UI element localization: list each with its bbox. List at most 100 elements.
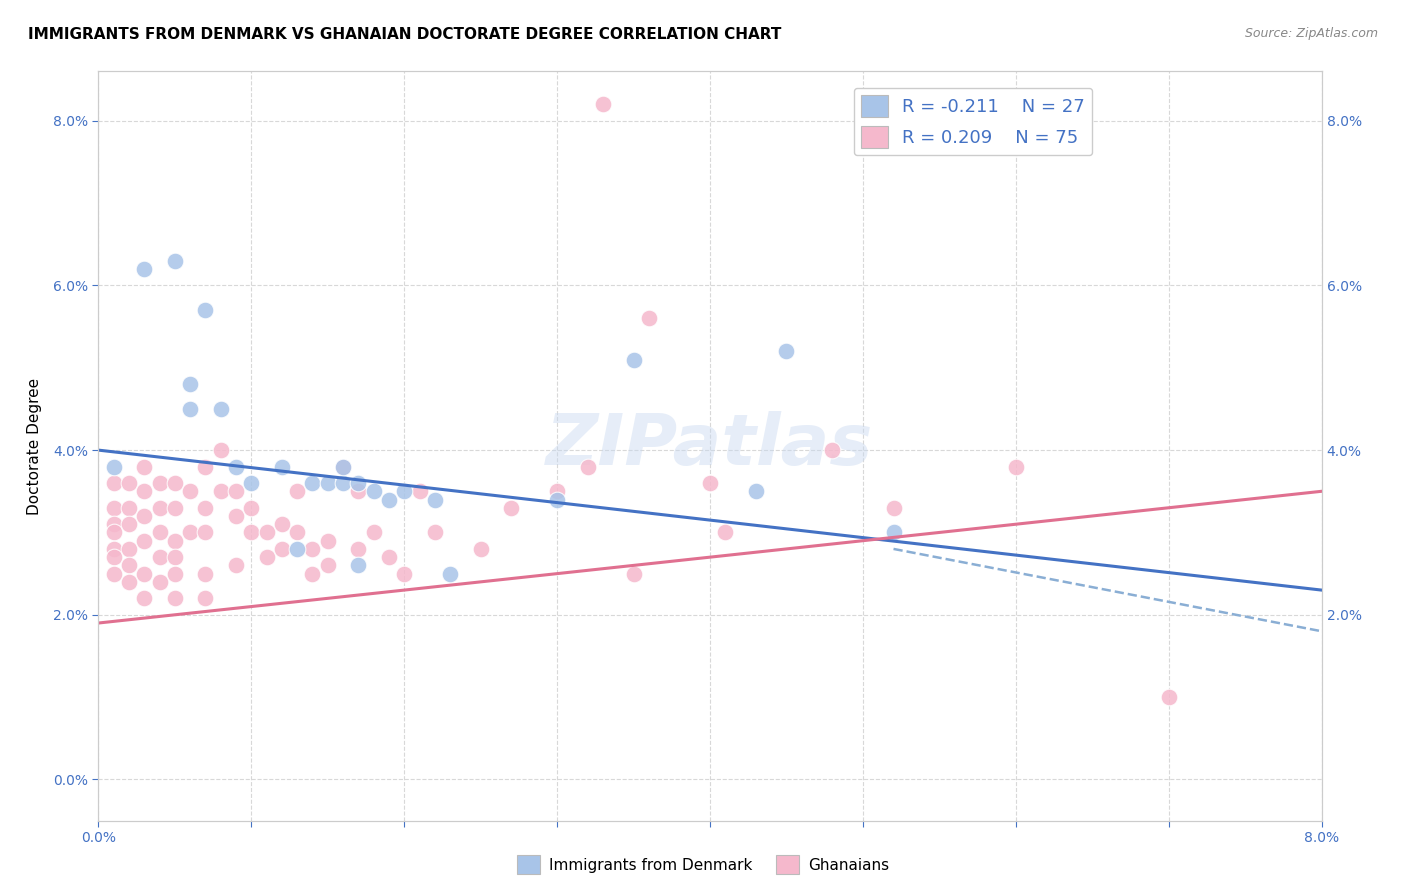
Point: [316, 476, 339, 491]
Point: [103, 517, 125, 532]
Legend: R = -0.211    N = 27, R = 0.209    N = 75: R = -0.211 N = 27, R = 0.209 N = 75: [853, 88, 1092, 155]
Point: [194, 566, 217, 581]
Point: [285, 541, 308, 556]
Point: [423, 492, 446, 507]
Point: [163, 533, 186, 548]
Point: [194, 591, 217, 606]
Point: [134, 566, 156, 581]
Point: [179, 525, 201, 540]
Point: [225, 459, 247, 474]
Point: [209, 401, 232, 416]
Point: [883, 500, 905, 515]
Point: [209, 484, 232, 499]
Point: [118, 541, 141, 556]
Point: [103, 525, 125, 540]
Point: [118, 500, 141, 515]
Legend: Immigrants from Denmark, Ghanaians: Immigrants from Denmark, Ghanaians: [512, 849, 894, 880]
Point: [149, 550, 172, 565]
Point: [408, 484, 430, 499]
Point: [301, 566, 323, 581]
Point: [332, 459, 354, 474]
Point: [240, 500, 263, 515]
Point: [163, 476, 186, 491]
Point: [332, 476, 354, 491]
Point: [470, 541, 492, 556]
Point: [316, 558, 339, 573]
Point: [163, 591, 186, 606]
Point: [118, 517, 141, 532]
Point: [103, 566, 125, 581]
Point: [118, 574, 141, 589]
Point: [149, 476, 172, 491]
Point: [501, 500, 523, 515]
Point: [256, 550, 278, 565]
Point: [270, 459, 294, 474]
Point: [103, 500, 125, 515]
Point: [285, 525, 308, 540]
Text: IMMIGRANTS FROM DENMARK VS GHANAIAN DOCTORATE DEGREE CORRELATION CHART: IMMIGRANTS FROM DENMARK VS GHANAIAN DOCT…: [28, 27, 782, 42]
Point: [163, 500, 186, 515]
Point: [225, 484, 247, 499]
Point: [134, 484, 156, 499]
Point: [439, 566, 461, 581]
Point: [699, 476, 721, 491]
Point: [179, 484, 201, 499]
Point: [134, 591, 156, 606]
Point: [103, 550, 125, 565]
Point: [363, 484, 385, 499]
Point: [270, 517, 294, 532]
Point: [179, 377, 201, 392]
Point: [194, 303, 217, 318]
Point: [149, 525, 172, 540]
Point: [392, 484, 416, 499]
Point: [256, 525, 278, 540]
Point: [347, 484, 370, 499]
Point: [637, 311, 661, 326]
Point: [883, 525, 905, 540]
Point: [103, 459, 125, 474]
Text: Source: ZipAtlas.com: Source: ZipAtlas.com: [1244, 27, 1378, 40]
Point: [194, 500, 217, 515]
Text: ZIPatlas: ZIPatlas: [547, 411, 873, 481]
Point: [821, 443, 844, 458]
Point: [1004, 459, 1026, 474]
Point: [225, 508, 247, 523]
Point: [347, 476, 370, 491]
Point: [134, 533, 156, 548]
Point: [623, 352, 645, 367]
Point: [363, 525, 385, 540]
Point: [163, 550, 186, 565]
Point: [134, 262, 156, 277]
Point: [745, 484, 768, 499]
Point: [240, 476, 263, 491]
Point: [347, 541, 370, 556]
Point: [194, 525, 217, 540]
Point: [316, 533, 339, 548]
Point: [209, 443, 232, 458]
Point: [546, 492, 568, 507]
Point: [163, 253, 186, 268]
Point: [194, 459, 217, 474]
Point: [332, 459, 354, 474]
Point: [546, 484, 568, 499]
Point: [775, 344, 797, 359]
Point: [378, 492, 401, 507]
Point: [714, 525, 737, 540]
Point: [163, 566, 186, 581]
Point: [118, 558, 141, 573]
Point: [576, 459, 599, 474]
Point: [1157, 690, 1180, 705]
Point: [378, 550, 401, 565]
Point: [301, 541, 323, 556]
Point: [347, 558, 370, 573]
Point: [225, 558, 247, 573]
Point: [301, 476, 323, 491]
Point: [149, 574, 172, 589]
Y-axis label: Doctorate Degree: Doctorate Degree: [27, 377, 42, 515]
Point: [240, 525, 263, 540]
Point: [103, 476, 125, 491]
Point: [423, 525, 446, 540]
Point: [270, 541, 294, 556]
Point: [134, 459, 156, 474]
Point: [392, 566, 416, 581]
